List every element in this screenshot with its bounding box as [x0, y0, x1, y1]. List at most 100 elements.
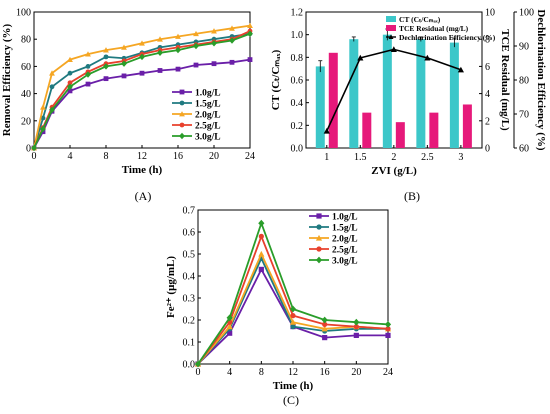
- data-point: [424, 54, 431, 61]
- y2-axis-label: TCE Residual (mg/L): [499, 29, 511, 131]
- bar-ct: [382, 34, 392, 148]
- bar-tce: [395, 122, 405, 148]
- legend-label: 1.5g/L: [332, 224, 358, 234]
- y2-tick-label: 6: [485, 62, 490, 73]
- data-point: [229, 37, 235, 44]
- x-tick-label: 16: [173, 151, 183, 162]
- data-point: [85, 64, 91, 69]
- data-point: [67, 83, 73, 90]
- data-point: [211, 61, 217, 67]
- data-point: [290, 313, 296, 319]
- data-point: [323, 127, 330, 134]
- data-point: [103, 63, 109, 70]
- y-tick-label: 1.0: [291, 30, 304, 41]
- legend-marker: [179, 100, 185, 106]
- data-point: [322, 321, 328, 327]
- data-point: [385, 332, 391, 338]
- legend-swatch: [386, 25, 396, 31]
- x-tick-label: 20: [351, 367, 361, 378]
- caption-a: (A): [135, 189, 152, 203]
- data-point: [157, 36, 163, 42]
- data-point: [321, 325, 328, 332]
- y3-axis-label: Dechlorination Efficiency (%): [535, 9, 547, 150]
- legend-marker: [179, 89, 185, 95]
- series-line-2.0g/L: [33, 24, 251, 149]
- data-point: [157, 68, 163, 73]
- x-tick-label: 8: [104, 151, 109, 162]
- x-tick-label: 12: [288, 367, 298, 378]
- data-point: [353, 324, 359, 330]
- data-point: [49, 106, 55, 114]
- x-tick-label: 2.5: [421, 152, 434, 163]
- y-axis-label: Removal Efficiency (%): [1, 23, 13, 136]
- data-point: [211, 40, 217, 47]
- x-tick-label: 16: [320, 367, 330, 378]
- data-point: [175, 46, 181, 54]
- y2-tick-label: 4: [485, 89, 490, 100]
- legend-label: 2.5g/L: [332, 246, 358, 256]
- y-tick-label: 80: [21, 35, 31, 46]
- series-line-2.5g/L: [197, 233, 389, 365]
- data-point: [31, 144, 37, 152]
- y-tick-label: 0.2: [183, 316, 196, 327]
- x-tick-label: 4: [68, 151, 73, 162]
- data-point: [227, 330, 233, 336]
- bar-tce: [328, 52, 338, 148]
- legend-marker: [316, 224, 322, 230]
- data-point: [85, 71, 91, 78]
- x-axis-label: ZVI (g/L): [371, 165, 417, 177]
- data-point: [357, 54, 364, 61]
- data-point: [289, 305, 297, 313]
- data-point: [247, 22, 253, 28]
- y-axis-label: CT (Cₜ/Cₘₐₓ): [270, 49, 282, 110]
- data-point: [211, 28, 217, 34]
- data-point: [103, 76, 109, 82]
- caption-c: (C): [283, 393, 299, 407]
- data-point: [258, 233, 264, 239]
- data-point: [157, 49, 163, 56]
- data-point: [67, 80, 73, 86]
- legend-label: 3.0g/L: [332, 257, 358, 267]
- data-point: [247, 57, 253, 62]
- legend-swatch: [386, 16, 396, 22]
- y-tick-label: 100: [16, 8, 31, 19]
- data-point: [193, 62, 199, 68]
- x-tick-label: 8: [259, 367, 264, 378]
- legend-label: 3.0g/L: [195, 133, 221, 143]
- data-point: [247, 30, 253, 37]
- legend-marker: [316, 246, 322, 252]
- y3-tick-label: 60: [519, 144, 529, 155]
- data-point: [226, 323, 233, 330]
- data-point: [67, 56, 73, 62]
- x-tick-label: 12: [137, 151, 147, 162]
- legend-label: 1.5g/L: [195, 100, 221, 110]
- legend-label: TCE Residual (mg/L): [399, 24, 469, 33]
- data-point: [229, 25, 235, 31]
- y3-tick-label: 100: [519, 8, 534, 19]
- data-point: [67, 70, 73, 76]
- data-point: [390, 46, 397, 52]
- legend-label: 2.5g/L: [195, 122, 221, 132]
- data-point: [175, 33, 181, 39]
- legend-marker: [316, 213, 322, 219]
- y-tick-label: 0.4: [183, 272, 196, 283]
- legend-marker: [179, 132, 185, 140]
- data-point: [121, 44, 127, 50]
- x-tick-label: 1.5: [354, 152, 367, 163]
- data-point: [321, 316, 328, 324]
- series-line-2.5g/L: [33, 30, 251, 149]
- series-line-3.0g/L: [197, 220, 389, 365]
- y-tick-label: 0.4: [291, 98, 304, 109]
- data-point: [194, 360, 202, 368]
- bar-tce: [462, 104, 472, 148]
- bar-ct: [416, 39, 426, 149]
- y2-tick-label: 8: [485, 35, 490, 46]
- legend-label: 2.0g/L: [332, 235, 358, 245]
- legend-marker: [315, 234, 323, 241]
- y2-tick-label: 0: [485, 144, 490, 155]
- data-point: [322, 335, 328, 341]
- x-tick-label: 0: [32, 151, 37, 162]
- panel-c: 0 4 8 12 16 20 24 0.0 0.1 0.2 0.3 0.4 0.5 0.6 0.7 Time …: [165, 206, 393, 393]
- data-point: [385, 326, 391, 332]
